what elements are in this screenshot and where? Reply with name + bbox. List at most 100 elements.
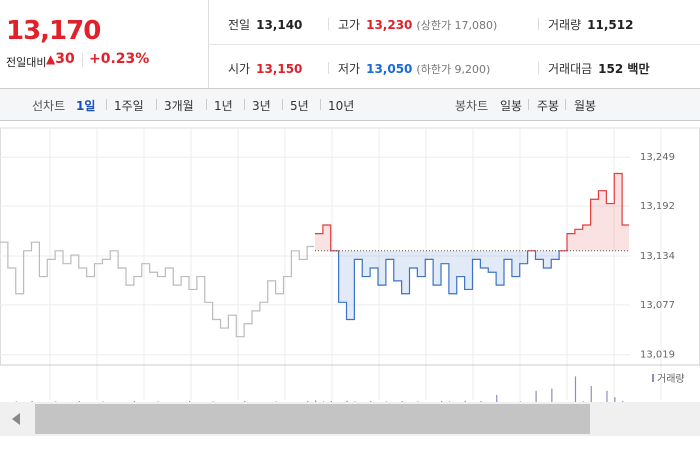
stat: 시가 13,150 — [228, 60, 302, 77]
stat-label: 전일 — [228, 18, 251, 32]
volume-bar — [315, 400, 317, 402]
y-tick-label: 13,249 — [640, 152, 675, 163]
divider — [82, 53, 83, 67]
volume-bar — [441, 401, 443, 402]
volume-bar — [31, 401, 33, 402]
y-tick-label: 13,192 — [640, 201, 675, 212]
toolbar: 선차트 1일 1주일 3개월 1년 3년 5년 10년 봉차트 일봉 주봉 월봉 — [0, 88, 700, 121]
volume-bar — [322, 401, 325, 402]
range-tab[interactable]: 1일 — [76, 99, 96, 113]
volume-bar — [582, 401, 584, 402]
y-tick-label: 13,134 — [640, 251, 675, 262]
volume-bar — [346, 400, 348, 402]
divider — [156, 99, 157, 110]
volume-bar — [330, 401, 332, 402]
stat-value: 152 백만 — [598, 62, 650, 76]
volume-bar — [212, 401, 214, 402]
divider — [244, 99, 245, 110]
stat: 거래대금 152 백만 — [548, 60, 649, 77]
stat-value: 13,150 — [256, 62, 303, 76]
divider — [538, 18, 539, 30]
change-pct: +0.23% — [89, 51, 150, 67]
area — [315, 173, 630, 320]
volume-bar — [614, 397, 616, 402]
price: 13,170 — [6, 16, 101, 46]
range-tab[interactable]: 3년 — [252, 99, 271, 113]
stat: 저가 13,050 (하한가 9,200) — [338, 60, 490, 77]
stat-value: 13,230 — [366, 18, 413, 32]
range-tab[interactable]: 5년 — [290, 99, 309, 113]
candle-tab[interactable]: 월봉 — [574, 99, 597, 113]
range-tab[interactable]: 10년 — [328, 99, 355, 113]
divider — [206, 99, 207, 110]
volume-bar — [401, 401, 403, 402]
volume-bar — [574, 376, 577, 402]
candle-tab[interactable]: 일봉 — [500, 99, 523, 113]
divider — [208, 44, 700, 45]
volume-bar — [480, 401, 482, 402]
volume-bar — [622, 401, 624, 402]
stat: 고가 13,230 (상한가 17,080) — [338, 16, 497, 33]
volume-bar — [519, 401, 521, 402]
divider — [106, 99, 107, 110]
volume-bar — [590, 386, 592, 402]
volume-bar — [464, 400, 466, 402]
y-tick-label: 13,019 — [640, 350, 675, 361]
divider — [528, 99, 529, 110]
change-value: 30 — [55, 51, 75, 67]
range-tab[interactable]: 1년 — [214, 99, 233, 113]
divider — [565, 99, 566, 110]
price-line — [0, 241, 315, 338]
volume-label: 거래량 — [657, 373, 685, 385]
volume-bar — [370, 401, 372, 402]
stat-note: (하한가 9,200) — [416, 63, 491, 76]
volume-bar — [78, 401, 80, 402]
volume-bar — [55, 401, 57, 402]
legend-swatch — [652, 374, 654, 382]
toolbar-label: 선차트 — [32, 99, 66, 113]
volume-bar — [307, 401, 309, 402]
volume-bar — [448, 401, 451, 402]
volume-bar — [535, 390, 537, 402]
candle-tab[interactable]: 주봉 — [537, 99, 560, 113]
stat-label: 고가 — [338, 18, 361, 32]
divider — [538, 62, 539, 74]
stat-note: (상한가 17,080) — [416, 19, 498, 32]
volume-bar — [551, 388, 553, 402]
stat-label: 저가 — [338, 62, 361, 76]
range-tab[interactable]: 3개월 — [164, 99, 194, 113]
volume-bar — [417, 401, 419, 402]
price-line — [315, 172, 630, 321]
volume-bar — [189, 401, 191, 402]
toolbar-label: 봉차트 — [455, 99, 489, 113]
volume-bar — [275, 401, 277, 402]
volume-bar — [157, 401, 159, 402]
range-tab[interactable]: 1주일 — [114, 99, 144, 113]
stat-value: 11,512 — [587, 18, 634, 32]
stat-label: 거래대금 — [548, 62, 593, 76]
stat-value: 13,140 — [256, 18, 303, 32]
chart: 13,019 13,077 13,134 13,192 13,249 거래량 — [0, 127, 700, 436]
volume-bar — [244, 401, 246, 402]
volume-bar — [15, 401, 17, 402]
volume-bar — [496, 394, 498, 402]
stat-label: 거래량 — [548, 18, 582, 32]
volume-bar — [385, 401, 388, 402]
volume-bar — [354, 401, 356, 402]
volume-bar — [102, 401, 104, 402]
stat-label: 시가 — [228, 62, 251, 76]
divider — [328, 18, 329, 30]
change: ▲30 — [46, 51, 75, 67]
divider — [282, 99, 283, 110]
y-tick-label: 13,077 — [640, 300, 675, 311]
volume-bar — [133, 401, 136, 402]
divider — [328, 62, 329, 74]
change-label: 전일대비 — [6, 56, 47, 69]
scroll-arrow — [12, 413, 20, 425]
stat: 거래량 11,512 — [548, 16, 633, 33]
divider — [320, 99, 321, 110]
scroll-thumb[interactable] — [35, 404, 590, 434]
stat: 전일 13,140 — [228, 16, 302, 33]
stat-value: 13,050 — [366, 62, 413, 76]
